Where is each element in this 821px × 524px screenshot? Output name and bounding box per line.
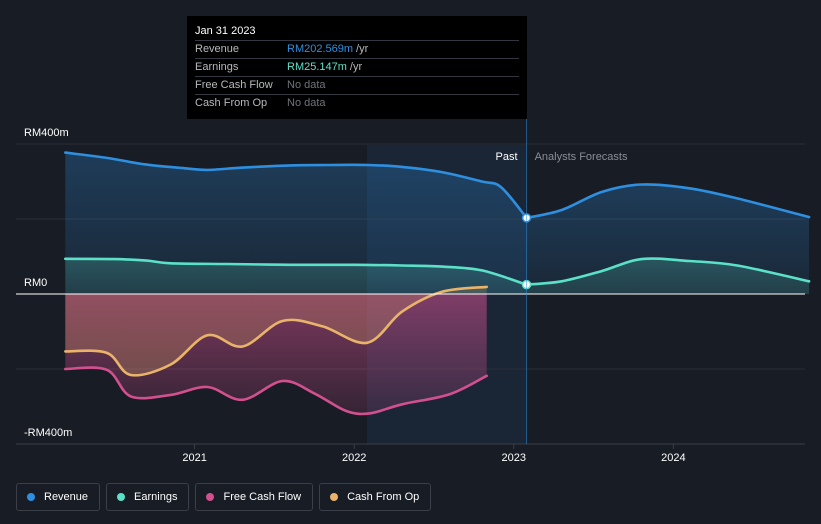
x-tick-label: 2023 <box>502 452 526 464</box>
legend-label: Revenue <box>44 491 89 503</box>
revenue-line <box>64 151 528 220</box>
legend-label: Free Cash Flow <box>223 491 302 503</box>
tooltip-value: RM25.147m <box>287 61 347 73</box>
free-cash-flow-dot-icon <box>206 493 215 501</box>
tooltip-label: Earnings <box>195 61 239 73</box>
tooltip-label: Revenue <box>195 43 240 55</box>
y-tick-label: -RM400m <box>24 427 72 439</box>
earnings-forecast-line <box>525 257 811 286</box>
tooltip-unit: /yr <box>356 43 369 55</box>
tooltip: Jan 31 2023 Revenue RM202.569m /yr Earni… <box>187 16 527 119</box>
earnings-line <box>64 257 528 286</box>
analysts-forecasts-label: Analysts Forecasts <box>535 151 628 163</box>
x-tick-label: 2024 <box>661 452 685 464</box>
tooltip-date: Jan 31 2023 <box>195 25 256 37</box>
earnings-area <box>65 258 527 294</box>
tooltip-unit: /yr <box>349 61 363 73</box>
legend-label: Cash From Op <box>347 491 420 503</box>
legend-item-revenue[interactable]: Revenue <box>16 483 101 511</box>
cash-from-op-dot-icon <box>330 493 339 501</box>
earnings-forecast-area <box>526 258 810 294</box>
y-tick-label: RM0 <box>24 277 47 289</box>
past-label: Past <box>496 151 518 163</box>
tooltip-value: RM202.569m <box>287 43 354 55</box>
legend-item-earnings[interactable]: Earnings <box>106 483 190 511</box>
tooltip-row-earnings: Earnings RM25.147m /yr <box>195 58 519 76</box>
revenue-area <box>65 152 527 294</box>
revenue-forecast-line <box>525 183 811 220</box>
revenue-dot-icon <box>27 493 35 501</box>
tooltip-row-free-cash-flow: Free Cash Flow No data <box>195 76 519 94</box>
cash-from-op-area <box>65 286 487 376</box>
cash-from-op-line <box>64 285 488 377</box>
tooltip-label: Free Cash Flow <box>195 79 273 91</box>
tooltip-label: Cash From Op <box>195 97 268 109</box>
tooltip-value: No data <box>287 79 326 91</box>
x-tick-label: 2021 <box>182 452 206 464</box>
earnings-dot-icon <box>117 493 126 501</box>
legend-item-free-cash-flow[interactable]: Free Cash Flow <box>195 483 314 511</box>
free-cash-flow-line <box>64 366 488 416</box>
x-tick-label: 2022 <box>342 452 366 464</box>
tooltip-row-revenue: Revenue RM202.569m /yr <box>195 40 519 58</box>
y-tick-label: RM400m <box>24 127 69 139</box>
legend-label: Earnings <box>134 491 178 503</box>
legend-item-cash-from-op[interactable]: Cash From Op <box>319 483 432 511</box>
legend: Revenue Earnings Free Cash Flow Cash Fro… <box>16 483 432 511</box>
tooltip-value: No data <box>287 97 326 109</box>
tooltip-row-cash-from-op: Cash From Op No data <box>195 94 519 112</box>
